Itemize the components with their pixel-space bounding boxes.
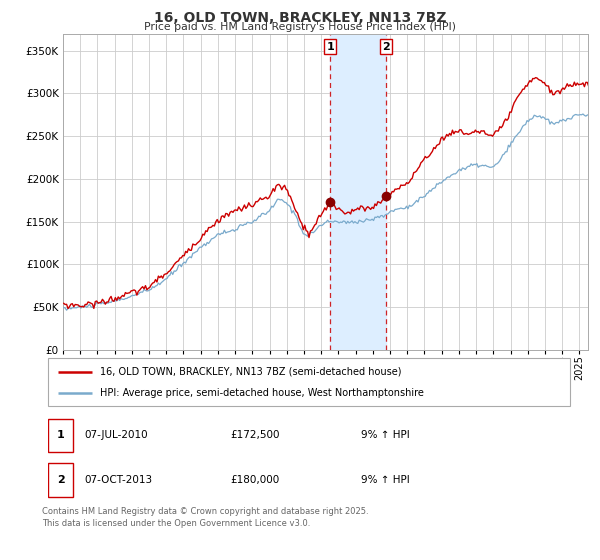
- Text: 1: 1: [326, 41, 334, 52]
- Text: 07-JUL-2010: 07-JUL-2010: [85, 431, 148, 440]
- Text: 16, OLD TOWN, BRACKLEY, NN13 7BZ: 16, OLD TOWN, BRACKLEY, NN13 7BZ: [154, 11, 446, 25]
- Text: 1: 1: [56, 431, 64, 440]
- Text: Contains HM Land Registry data © Crown copyright and database right 2025.
This d: Contains HM Land Registry data © Crown c…: [42, 507, 368, 528]
- Bar: [330, 34, 386, 350]
- FancyBboxPatch shape: [48, 358, 570, 406]
- Text: 16, OLD TOWN, BRACKLEY, NN13 7BZ (semi-detached house): 16, OLD TOWN, BRACKLEY, NN13 7BZ (semi-d…: [100, 367, 402, 377]
- Text: Price paid vs. HM Land Registry's House Price Index (HPI): Price paid vs. HM Land Registry's House …: [144, 22, 456, 32]
- FancyBboxPatch shape: [48, 464, 73, 497]
- Text: HPI: Average price, semi-detached house, West Northamptonshire: HPI: Average price, semi-detached house,…: [100, 388, 424, 398]
- Text: 9% ↑ HPI: 9% ↑ HPI: [361, 475, 410, 485]
- Text: 07-OCT-2013: 07-OCT-2013: [85, 475, 152, 485]
- Text: 2: 2: [382, 41, 390, 52]
- Text: 9% ↑ HPI: 9% ↑ HPI: [361, 431, 410, 440]
- Text: 2: 2: [56, 475, 64, 485]
- Text: £172,500: £172,500: [230, 431, 280, 440]
- Text: £180,000: £180,000: [230, 475, 280, 485]
- FancyBboxPatch shape: [48, 419, 73, 452]
